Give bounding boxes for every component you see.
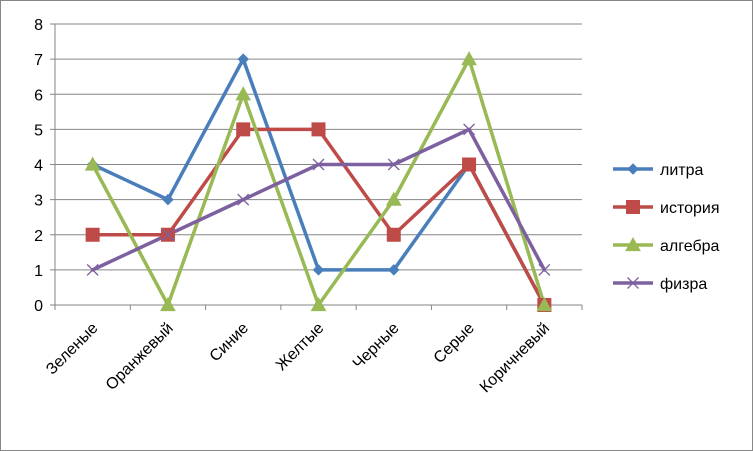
legend-label: литра bbox=[660, 162, 704, 179]
y-tick-label: 7 bbox=[34, 52, 43, 69]
y-tick-label: 6 bbox=[34, 87, 43, 104]
legend-label: физра bbox=[660, 276, 707, 293]
gridlines bbox=[55, 23, 582, 271]
data-point-1-2 bbox=[236, 122, 251, 137]
legend-label: алгебра bbox=[660, 238, 720, 255]
legend-swatch-marker bbox=[627, 163, 639, 175]
data-point-1-4 bbox=[386, 227, 401, 242]
data-point-2-6 bbox=[536, 296, 553, 312]
x-tick-label: Синие bbox=[207, 320, 252, 365]
data-point-0-2 bbox=[237, 53, 249, 65]
legend-item: алгебра bbox=[613, 236, 720, 255]
y-tick-label: 0 bbox=[34, 298, 43, 315]
x-tick-label: Желтые bbox=[273, 320, 328, 375]
data-point-3-1 bbox=[161, 228, 174, 241]
data-point-1-5 bbox=[462, 157, 477, 172]
data-point-3-4 bbox=[387, 158, 400, 171]
legend-swatch-marker bbox=[625, 236, 641, 252]
data-point-2-1 bbox=[160, 296, 176, 312]
data-point-2-5 bbox=[461, 51, 477, 66]
legend: литра история алгебра физра bbox=[613, 162, 720, 293]
x-tick-label: Оранжевый bbox=[103, 320, 177, 394]
data-point-3-0 bbox=[86, 263, 99, 276]
y-tick-label: 3 bbox=[34, 193, 43, 210]
data-point-1-0 bbox=[85, 227, 100, 242]
y-tick-label: 4 bbox=[34, 158, 43, 175]
y-tick-label: 5 bbox=[34, 122, 43, 139]
data-point-3-2 bbox=[237, 193, 250, 206]
series-markers bbox=[84, 51, 553, 312]
data-point-0-4 bbox=[388, 264, 400, 276]
data-point-3-3 bbox=[312, 158, 325, 171]
legend-swatch-marker bbox=[627, 277, 639, 289]
y-tick-label: 2 bbox=[34, 228, 43, 245]
legend-label: история bbox=[660, 200, 719, 217]
x-tick-label: Коричневый bbox=[477, 320, 553, 396]
legend-swatch-marker bbox=[626, 200, 640, 214]
x-tick-label: Зеленые bbox=[43, 320, 101, 378]
data-point-0-1 bbox=[162, 193, 174, 206]
legend-item: история bbox=[613, 200, 719, 217]
data-point-2-2 bbox=[235, 86, 252, 101]
legend-item: физра bbox=[613, 276, 707, 293]
x-tick-label: Черные bbox=[350, 320, 403, 373]
data-point-2-0 bbox=[84, 156, 101, 171]
data-point-0-3 bbox=[312, 264, 325, 276]
y-tick-label: 8 bbox=[34, 17, 43, 34]
data-point-2-3 bbox=[310, 296, 327, 312]
series-line-1 bbox=[90, 127, 547, 307]
data-point-3-5 bbox=[463, 123, 476, 136]
y-tick-label: 1 bbox=[34, 263, 43, 280]
legend-item: литра bbox=[613, 162, 704, 179]
x-tick-label: Серые bbox=[431, 320, 478, 367]
data-point-3-6 bbox=[538, 263, 551, 276]
data-point-2-4 bbox=[385, 191, 402, 206]
data-point-1-3 bbox=[311, 122, 326, 137]
